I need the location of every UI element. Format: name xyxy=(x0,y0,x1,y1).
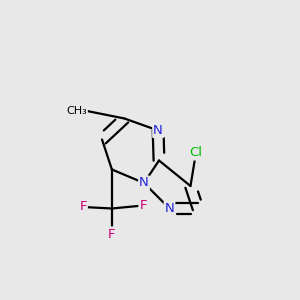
Text: Cl: Cl xyxy=(189,146,203,160)
Text: CH₃: CH₃ xyxy=(66,106,87,116)
Text: F: F xyxy=(108,227,116,241)
Text: F: F xyxy=(139,199,147,212)
Text: F: F xyxy=(80,200,87,214)
Text: N: N xyxy=(153,124,163,137)
Text: N: N xyxy=(139,176,149,190)
Text: N: N xyxy=(165,202,174,215)
